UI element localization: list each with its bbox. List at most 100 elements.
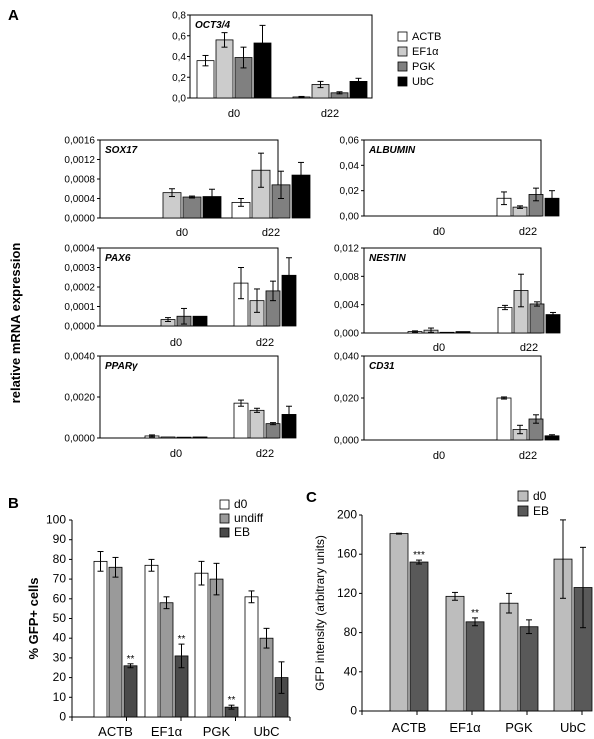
bar [529, 303, 545, 334]
y-tick-label: 160 [337, 547, 357, 561]
y-tick-label: 40 [344, 664, 358, 678]
panel-label-b: B [8, 495, 19, 512]
bar [123, 665, 138, 718]
bar [233, 402, 249, 439]
chart-7: 0 10 20 30 40 50 60 70 80 90 100 ** ACTB ** EF1α ** PGK U… [26, 497, 291, 739]
bar [455, 331, 471, 334]
legend-label: PGK [412, 61, 436, 73]
significance-mark: *** [413, 550, 425, 561]
chart-4: 0,000 0,004 0,008 0,012 d0 d22 NESTIN [334, 244, 561, 354]
y-tick-label: 0,8 [172, 11, 186, 22]
chart-title: CD31 [369, 361, 395, 372]
bar [244, 596, 259, 718]
bar [176, 436, 192, 439]
y-tick-label: 50 [53, 611, 67, 625]
bar [409, 561, 429, 712]
x-category-label: ACTB [98, 724, 133, 739]
y-tick-label: 0,020 [334, 394, 359, 405]
bar [160, 436, 176, 439]
significance-mark: ** [228, 695, 236, 706]
bar [499, 602, 519, 712]
y-tick-label: 0,0004 [64, 194, 95, 205]
chart-title: SOX17 [105, 145, 138, 156]
bar [259, 637, 274, 718]
chart-2: 0,00 0,02 0,04 0,06 d0 d22 ALBUMIN [340, 136, 560, 238]
y-tick-label: 0,0003 [64, 263, 95, 274]
y-tick-label: 200 [337, 508, 357, 522]
bar [439, 331, 455, 334]
y-tick-label: 100 [46, 513, 66, 527]
panel-a-y-axis-label: relative mRNA expression [8, 243, 23, 404]
y-tick-label: 0,06 [340, 136, 360, 147]
y-tick-label: 0,000 [334, 436, 359, 447]
y-tick-label: 0,0 [172, 94, 186, 105]
charts-layer: 0,0 0,2 0,4 0,6 0,8 d0 d22 OCT3/4 ACTB EF1α PGK UbC… [26, 11, 593, 739]
legend-label: d0 [234, 497, 248, 511]
y-tick-label: 0,012 [334, 244, 359, 255]
x-category-label: UbC [253, 724, 279, 739]
y-tick-label: 0,4 [172, 52, 186, 63]
legend-swatch [517, 505, 529, 517]
y-tick-label: 0,0000 [64, 434, 95, 445]
y-tick-label: 0,0000 [64, 214, 95, 225]
y-tick-label: 20 [53, 670, 67, 684]
y-tick-label: 0 [350, 704, 357, 718]
y-tick-label: 0,008 [334, 272, 359, 283]
x-category-label: UbC [560, 720, 586, 735]
bar [93, 560, 108, 718]
chart-3: 0,0000 0,0001 0,0002 0,0003 0,0004 d0 d22 PAX6 [64, 244, 297, 349]
x-category-label: d22 [321, 108, 339, 120]
bar [215, 39, 234, 99]
chart-5: 0,0000 0,0020 0,0040 d0 d22 PPARγ [64, 352, 297, 460]
y-tick-label: 0,00 [340, 212, 360, 223]
legend-label: EB [234, 525, 250, 539]
x-category-label: PGK [203, 724, 231, 739]
chart-0: 0,0 0,2 0,4 0,6 0,8 d0 d22 OCT3/4 ACTB EF1α PGK UbC [172, 11, 441, 121]
y-tick-label: 30 [53, 650, 67, 664]
bar [389, 533, 409, 712]
legend-label: UbC [412, 76, 434, 88]
chart-6: 0,000 0,020 0,040 d0 d22 CD31 [334, 352, 560, 462]
legend-swatch [219, 513, 230, 524]
y-tick-label: 0,0008 [64, 175, 95, 186]
x-category-label: d0 [433, 226, 445, 238]
x-category-label: d22 [519, 450, 537, 462]
bar [519, 626, 539, 712]
y-tick-label: 0,0004 [64, 244, 95, 255]
significance-mark: ** [471, 608, 479, 619]
legend-label: undiff [234, 511, 264, 525]
x-category-label: d0 [433, 342, 445, 354]
y-tick-label: 0,0012 [64, 155, 95, 166]
x-category-label: d22 [520, 342, 538, 354]
chart-title: ALBUMIN [368, 145, 416, 156]
y-tick-label: 0,04 [340, 161, 360, 172]
chart-8: 0 40 80 120 160 200 *** ACTB ** EF1α PGK UbC GFP int… [313, 489, 593, 735]
legend-swatch [397, 61, 408, 72]
chart-1: 0,0000 0,0004 0,0008 0,0012 0,0016 d0 d22 SOX17 [64, 136, 311, 239]
bar [192, 436, 208, 439]
x-category-label: d22 [519, 226, 537, 238]
y-tick-label: 0,0001 [64, 302, 95, 313]
y-tick-label: 60 [53, 591, 67, 605]
chart-title: OCT3/4 [195, 20, 230, 31]
bar [545, 314, 561, 334]
legend-swatch [397, 46, 408, 57]
x-category-label: d22 [256, 448, 274, 460]
y-tick-label: 0,6 [172, 31, 186, 42]
significance-mark: ** [127, 654, 135, 665]
bar [209, 578, 224, 718]
y-tick-label: 120 [337, 586, 357, 600]
y-tick-label: 0,0016 [64, 136, 95, 147]
x-category-label: EF1α [151, 724, 183, 739]
bar [265, 423, 281, 439]
y-tick-label: 0,000 [334, 329, 359, 340]
x-category-label: d0 [170, 448, 182, 460]
y-tick-label: 10 [53, 690, 67, 704]
x-category-label: ACTB [392, 720, 427, 735]
bar [159, 602, 174, 718]
bar [249, 409, 265, 439]
legend-label: EF1α [412, 46, 439, 58]
y-tick-label: 90 [53, 532, 67, 546]
bar [465, 621, 485, 712]
panel-label-a: A [8, 7, 19, 24]
